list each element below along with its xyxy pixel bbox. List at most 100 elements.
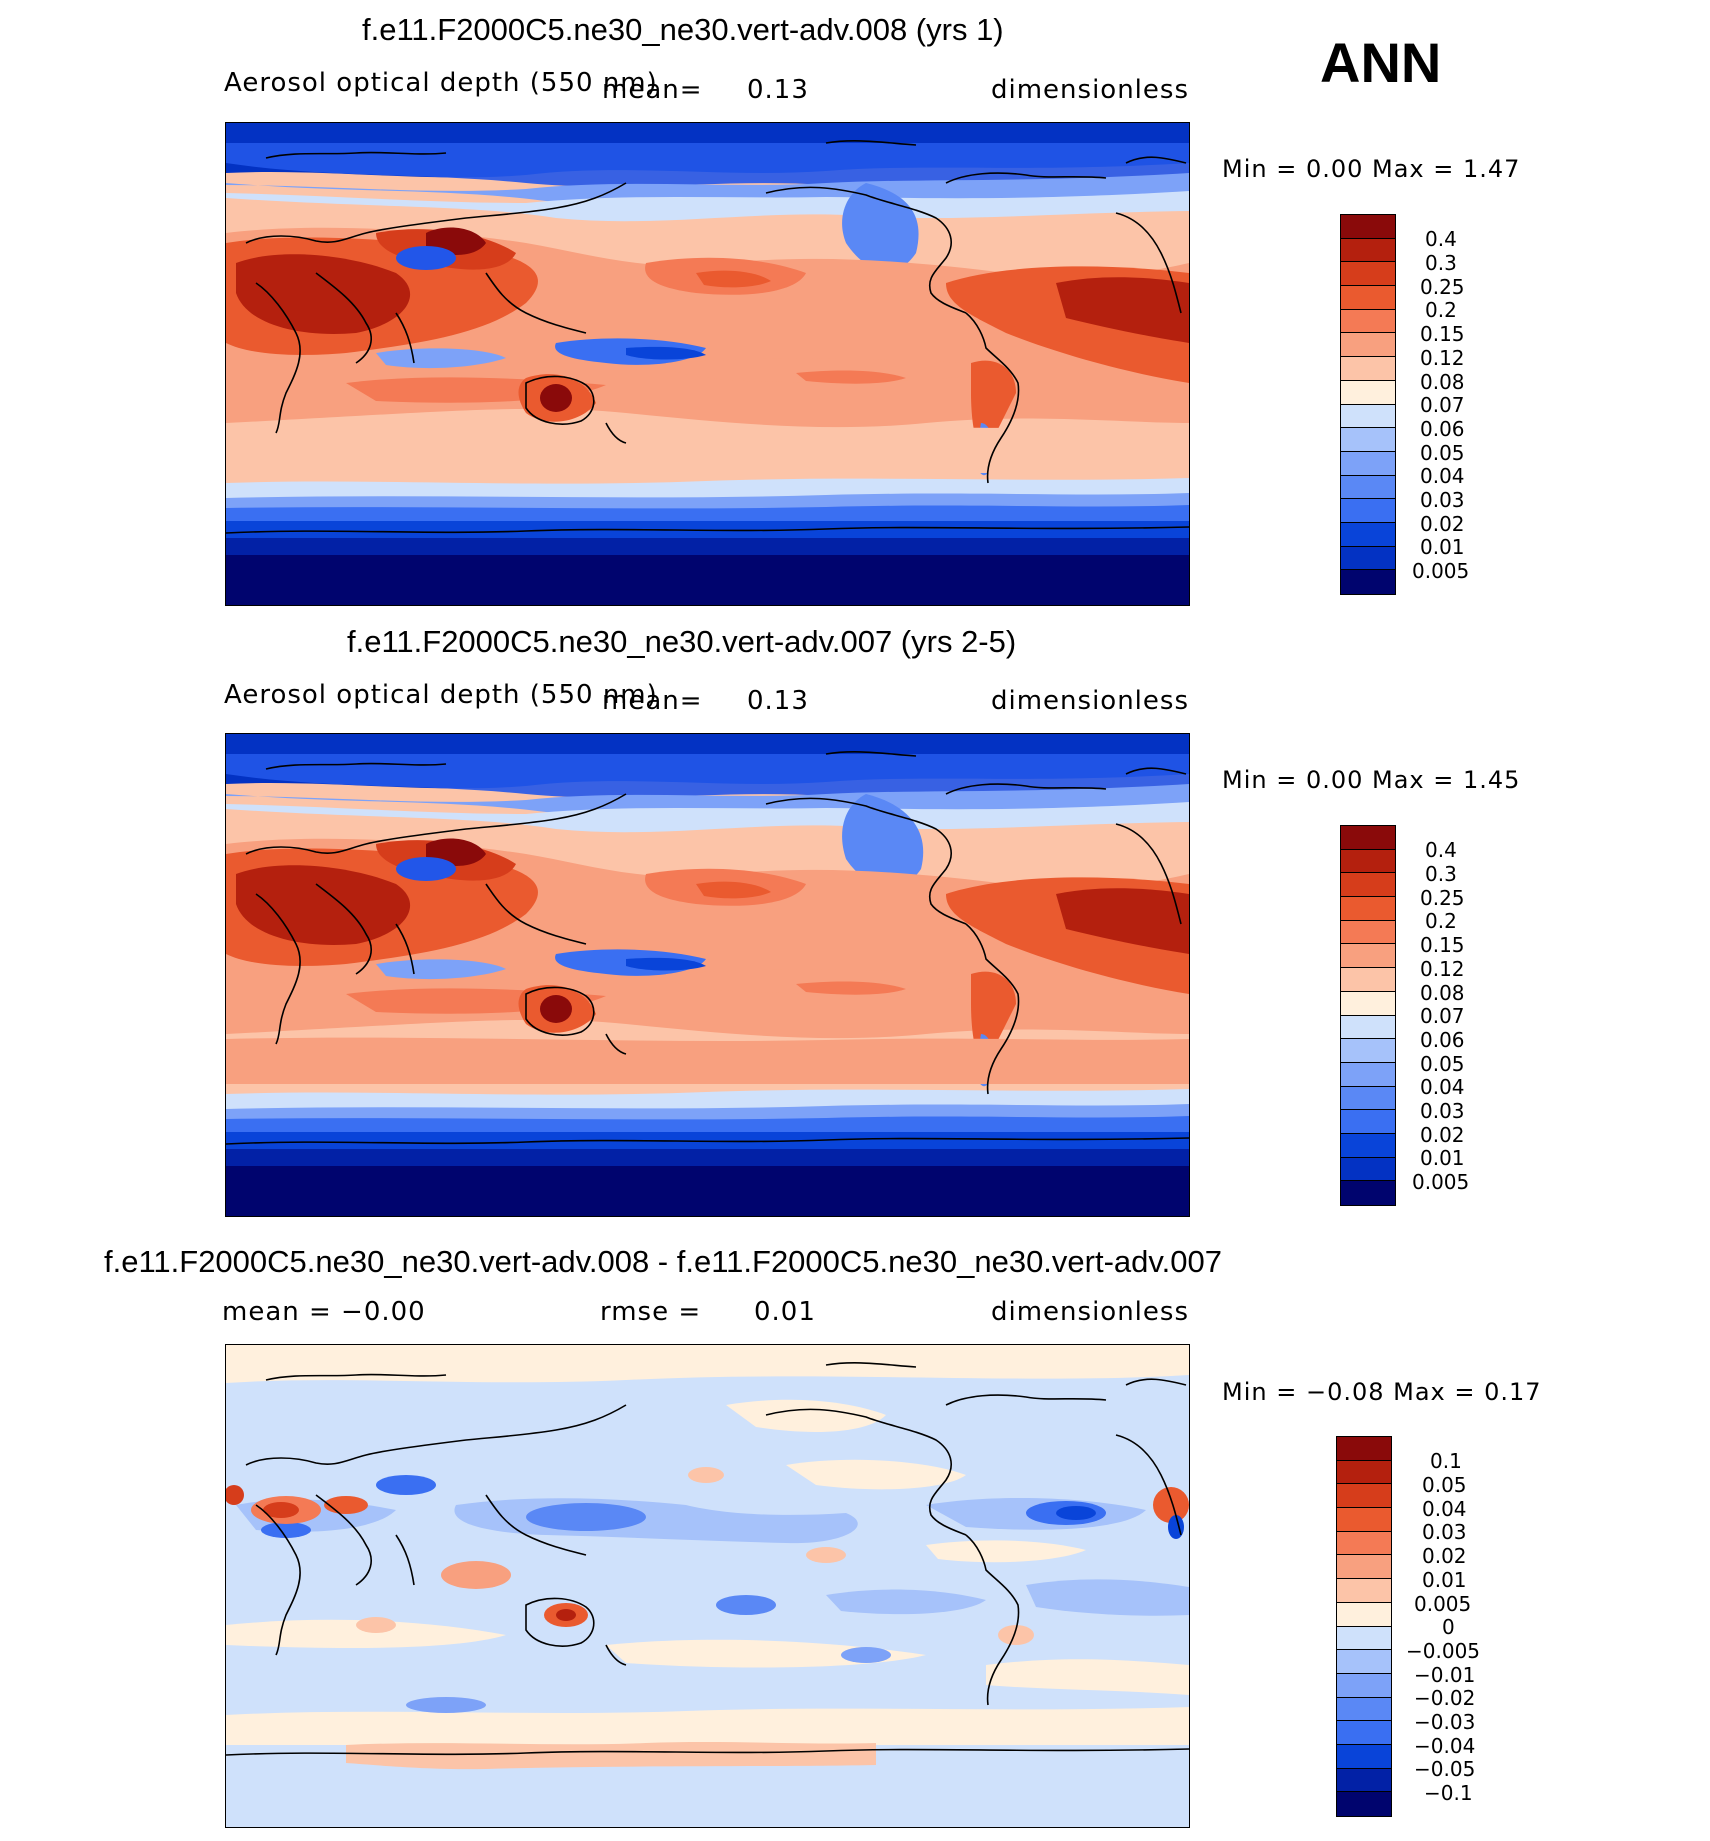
colorbar-tick: 0.01 — [1420, 1146, 1465, 1170]
units-label: dimensionless — [991, 75, 1189, 105]
colorbar-tick: 0.02 — [1420, 512, 1465, 536]
colorbar-swatch — [1341, 309, 1395, 334]
colorbar-tick: 0.04 — [1420, 1075, 1465, 1099]
min-max-label: Min = −0.08 Max = 0.17 — [1222, 1378, 1542, 1406]
min-max-label: Min = 0.00 Max = 1.45 — [1222, 766, 1521, 794]
map-plot — [225, 733, 1190, 1217]
colorbar-tick: 0.01 — [1420, 535, 1465, 559]
colorbar-swatch — [1341, 1062, 1395, 1087]
colorbar-swatch — [1341, 333, 1395, 358]
colorbar-tick: 0.05 — [1420, 1052, 1465, 1076]
colorbar-tick: 0.06 — [1420, 417, 1465, 441]
colorbar-swatch — [1341, 1133, 1395, 1158]
colorbar-tick: 0.2 — [1425, 298, 1457, 322]
colorbar-tick: 0.08 — [1420, 370, 1465, 394]
colorbar-swatch — [1341, 428, 1395, 452]
units-label: dimensionless — [991, 1297, 1189, 1327]
colorbar-tick: 0.3 — [1425, 862, 1457, 886]
colorbar-swatch — [1337, 1792, 1391, 1816]
colorbar-swatch — [1337, 1697, 1391, 1722]
colorbar-swatch — [1337, 1555, 1391, 1580]
panel-title: f.e11.F2000C5.ne30_ne30.vert-adv.008 - f… — [104, 1244, 1222, 1279]
colorbar-swatch — [1341, 849, 1395, 874]
mean-value: 0.13 — [747, 686, 809, 716]
colorbar-swatch — [1341, 451, 1395, 476]
colorbar-swatch — [1341, 968, 1395, 992]
colorbar-tick: 0.08 — [1420, 981, 1465, 1005]
colorbar-swatch — [1341, 991, 1395, 1016]
colorbar — [1336, 1436, 1392, 1817]
colorbar-tick: 0.05 — [1422, 1473, 1467, 1497]
colorbar-swatch — [1341, 1086, 1395, 1111]
colorbar-tick: 0.02 — [1420, 1123, 1465, 1147]
colorbar-tick: 0.07 — [1420, 393, 1465, 417]
colorbar-tick: 0.3 — [1425, 251, 1457, 275]
colorbar-tick: −0.1 — [1424, 1781, 1473, 1805]
colorbar-swatch — [1341, 380, 1395, 405]
colorbar-tick: 0.005 — [1412, 559, 1470, 583]
colorbar-swatch — [1341, 404, 1395, 429]
colorbar-swatch — [1341, 286, 1395, 310]
colorbar-swatch — [1341, 920, 1395, 945]
colorbar-swatch — [1337, 1460, 1391, 1485]
colorbar-tick: 0.15 — [1420, 933, 1465, 957]
colorbar-tick: −0.03 — [1414, 1710, 1476, 1734]
colorbar-tick: 0.25 — [1420, 886, 1465, 910]
colorbar-tick: 0.25 — [1420, 275, 1465, 299]
colorbar-tick: −0.005 — [1406, 1639, 1481, 1663]
colorbar-tick: 0.15 — [1420, 322, 1465, 346]
variable-label: Aerosol optical depth (550 nm) — [224, 680, 658, 710]
colorbar-tick: 0 — [1442, 1615, 1455, 1639]
colorbar-swatch — [1337, 1437, 1391, 1461]
map-plot — [225, 122, 1190, 606]
colorbar-tick: 0.04 — [1420, 464, 1465, 488]
colorbar-tick: 0.01 — [1422, 1568, 1467, 1592]
colorbar-swatch — [1341, 1110, 1395, 1134]
colorbar-swatch — [1337, 1768, 1391, 1793]
aod-map-1 — [226, 123, 1189, 605]
colorbar — [1340, 825, 1396, 1206]
rmse-label: rmse = — [600, 1297, 702, 1327]
colorbar-swatch — [1341, 826, 1395, 850]
colorbar-swatch — [1337, 1531, 1391, 1556]
colorbar-tick: 0.05 — [1420, 441, 1465, 465]
colorbar-swatch — [1341, 499, 1395, 523]
colorbar-swatch — [1337, 1721, 1391, 1745]
colorbar-swatch — [1337, 1744, 1391, 1769]
colorbar-tick: 0.005 — [1414, 1592, 1472, 1616]
colorbar-tick: −0.01 — [1414, 1663, 1476, 1687]
colorbar-swatch — [1337, 1626, 1391, 1651]
rmse-value: 0.01 — [754, 1297, 816, 1327]
mean-label: mean= — [602, 75, 703, 105]
min-max-label: Min = 0.00 Max = 1.47 — [1222, 155, 1521, 183]
colorbar-tick: −0.02 — [1414, 1686, 1476, 1710]
colorbar-swatch — [1341, 1181, 1395, 1205]
mean-label: mean= — [602, 686, 703, 716]
variable-label: Aerosol optical depth (550 nm) — [224, 68, 658, 98]
colorbar-swatch — [1341, 944, 1395, 969]
mean-value: 0.13 — [747, 75, 809, 105]
colorbar-tick: 0.12 — [1420, 346, 1465, 370]
colorbar-tick: 0.2 — [1425, 909, 1457, 933]
colorbar-tick: 0.03 — [1420, 488, 1465, 512]
colorbar-swatch — [1337, 1650, 1391, 1674]
colorbar-tick: 0.005 — [1412, 1170, 1470, 1194]
colorbar-swatch — [1341, 1157, 1395, 1182]
colorbar-tick: 0.02 — [1422, 1544, 1467, 1568]
colorbar-swatch — [1337, 1484, 1391, 1509]
colorbar-tick: 0.4 — [1425, 838, 1457, 862]
colorbar-swatch — [1341, 897, 1395, 921]
colorbar-tick: −0.04 — [1414, 1734, 1476, 1758]
colorbar-swatch — [1341, 873, 1395, 898]
colorbar-tick: 0.03 — [1420, 1099, 1465, 1123]
colorbar-swatch — [1341, 238, 1395, 263]
aod-map-2 — [226, 734, 1189, 1216]
colorbar-tick: 0.07 — [1420, 1004, 1465, 1028]
colorbar-tick: 0.03 — [1422, 1520, 1467, 1544]
colorbar-swatch — [1341, 1039, 1395, 1063]
colorbar-swatch — [1341, 546, 1395, 571]
season-label: ANN — [1320, 31, 1442, 94]
colorbar-swatch — [1341, 215, 1395, 239]
colorbar-tick: 0.04 — [1422, 1497, 1467, 1521]
colorbar-swatch — [1337, 1673, 1391, 1698]
